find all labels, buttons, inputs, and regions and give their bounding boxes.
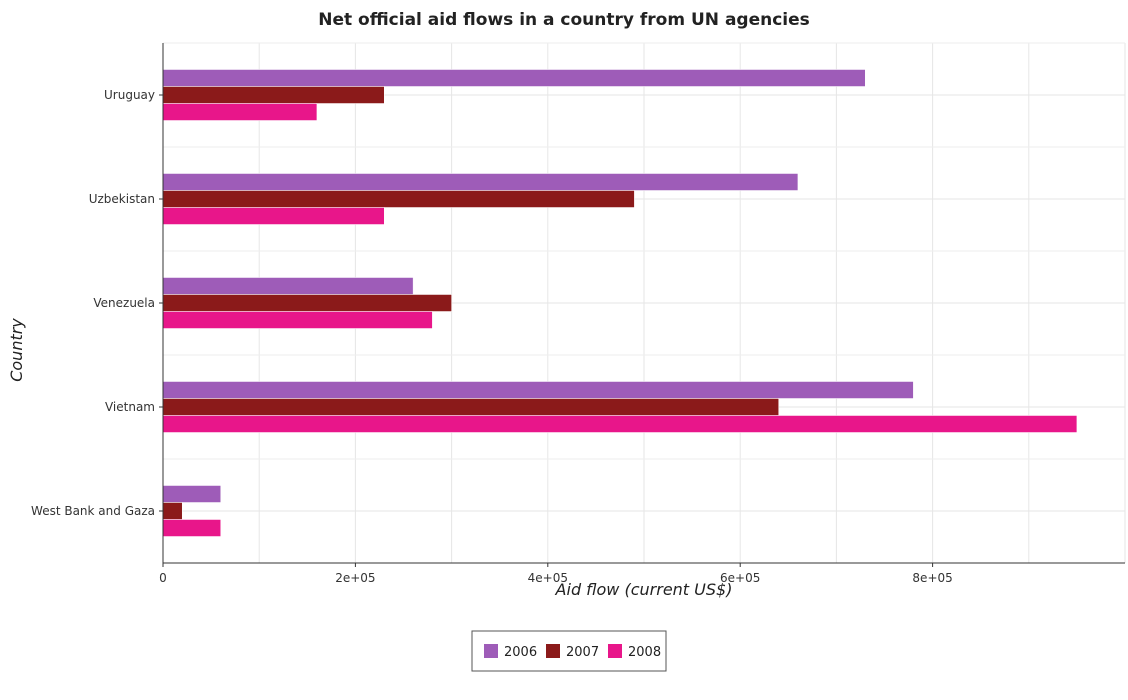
- bar-west-bank-and-gaza-2007: [162, 502, 183, 520]
- x-tick-label: 4e+05: [528, 571, 568, 585]
- bar-west-bank-and-gaza-2008: [162, 519, 221, 537]
- legend: 2006 2007 2008: [471, 630, 667, 672]
- legend-label-2008: 2008: [628, 645, 661, 660]
- x-tick-label: 2e+05: [335, 571, 375, 585]
- x-axis-label: Aid flow (current US$): [555, 580, 733, 599]
- bar-uruguay-2007: [162, 86, 385, 104]
- y-tick-label: Uruguay: [104, 88, 155, 102]
- x-tick-label: 8e+05: [912, 571, 952, 585]
- x-tick-label: 0: [159, 571, 167, 585]
- x-tick-label: 6e+05: [720, 571, 760, 585]
- bar-west-bank-and-gaza-2006: [162, 485, 221, 503]
- bar-venezuela-2007: [162, 294, 452, 312]
- y-tick-label: West Bank and Gaza: [31, 504, 155, 518]
- plot-area: Uruguay Uzbekistan Venezuela Vietnam West Ba…: [31, 42, 1126, 585]
- bar-vietnam-2006: [162, 381, 914, 399]
- bar-vietnam-2007: [162, 398, 779, 416]
- bar-uzbekistan-2008: [162, 207, 385, 225]
- legend-swatch-2006: [484, 644, 498, 658]
- bar-vietnam-2008: [162, 415, 1078, 433]
- bar-venezuela-2006: [162, 277, 414, 295]
- legend-box: [471, 630, 667, 672]
- y-tick-label: Vietnam: [105, 400, 155, 414]
- bar-uzbekistan-2006: [162, 173, 799, 191]
- legend-label-2006: 2006: [504, 645, 537, 660]
- bar-uruguay-2006: [162, 69, 866, 87]
- y-tick-label: Venezuela: [93, 296, 155, 310]
- y-axis-label: Country: [7, 318, 26, 382]
- legend-swatch-2008: [608, 644, 622, 658]
- bar-venezuela-2008: [162, 311, 433, 329]
- legend-swatch-2007: [546, 644, 560, 658]
- y-tick-label: Uzbekistan: [89, 192, 155, 206]
- bar-uzbekistan-2007: [162, 190, 635, 208]
- bar-uruguay-2008: [162, 103, 318, 121]
- legend-label-2007: 2007: [566, 645, 599, 660]
- chart-title: Net official aid flows in a country from…: [318, 10, 810, 30]
